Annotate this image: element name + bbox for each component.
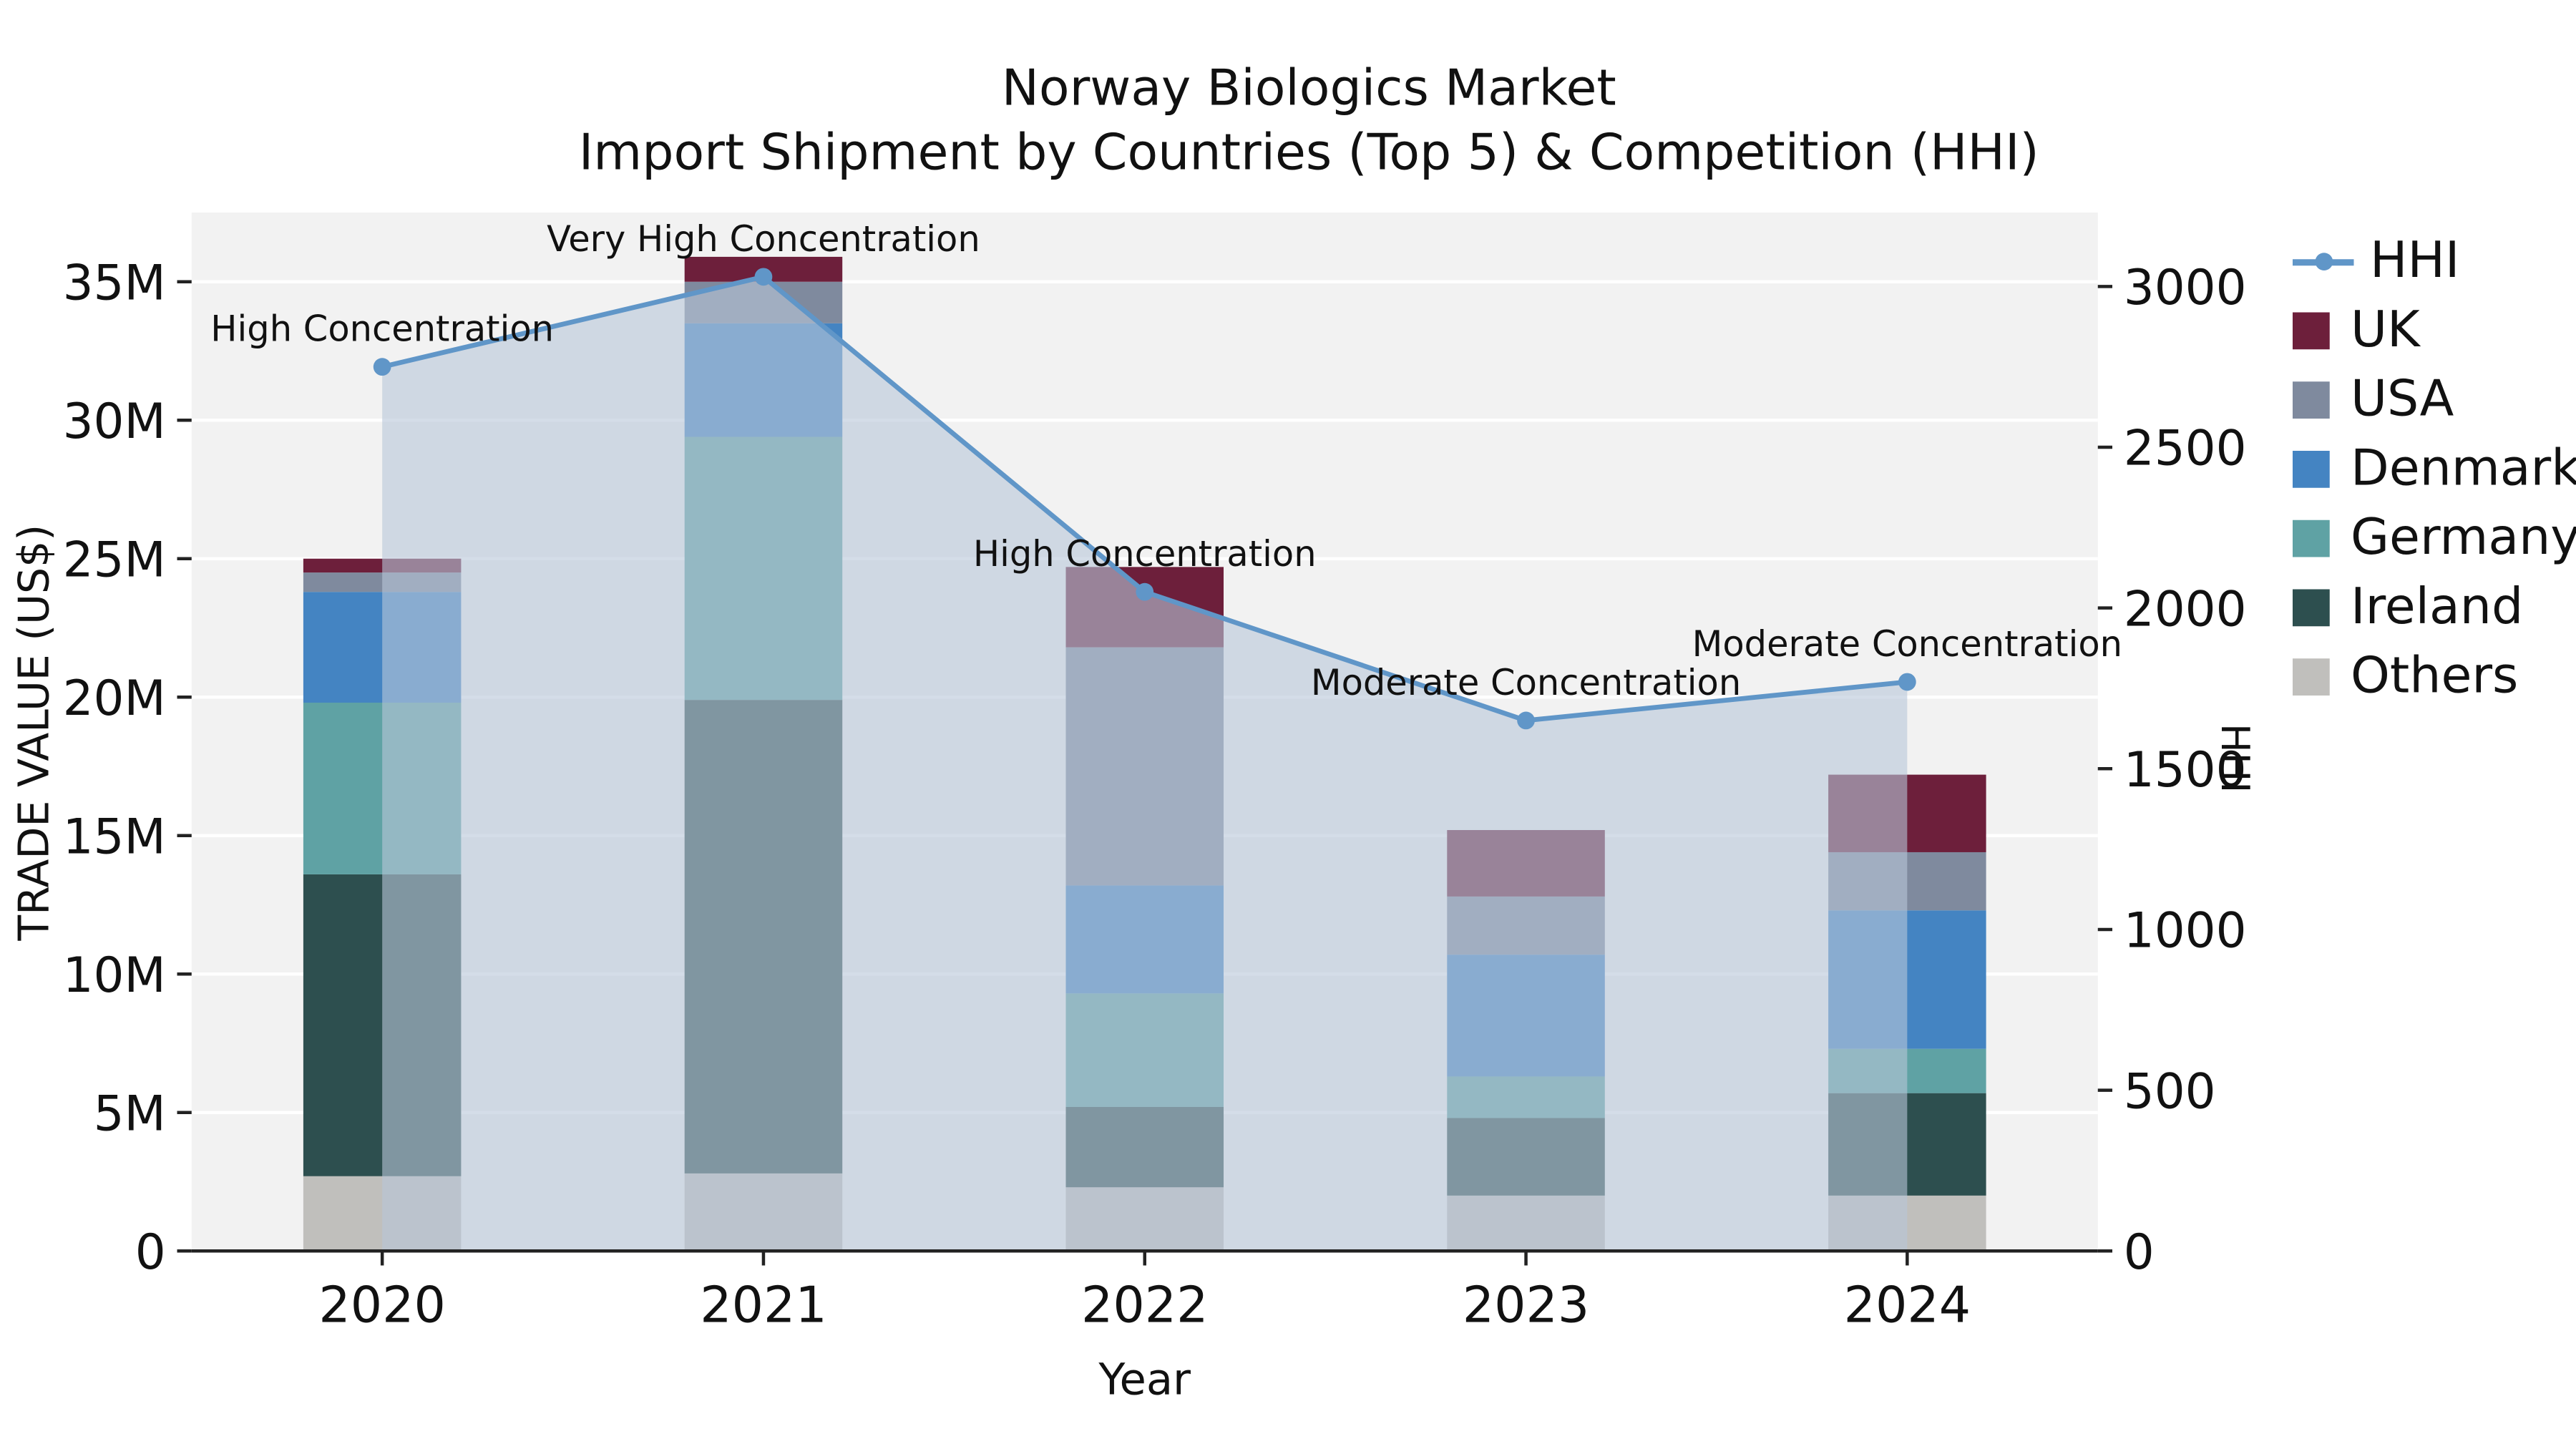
y2-tick-label-1500: 1500 [2124, 741, 2247, 798]
hhi-marker-2021 [754, 268, 773, 286]
legend: HHI UK USA Denmark Germany Ireland Others [2293, 232, 2576, 706]
y-tick-label-20M: 20M [63, 670, 166, 726]
annotation-2023: Moderate Concentration [1311, 662, 1741, 703]
legend-item-denmark[interactable]: Denmark [2293, 439, 2576, 497]
y-tick-label-25M: 25M [63, 532, 166, 588]
x-tick-label-2020: 2020 [318, 1276, 446, 1334]
legend-item-usa[interactable]: USA [2293, 371, 2576, 429]
y-tick-label-5M: 5M [94, 1085, 166, 1142]
y-tick-label-10M: 10M [63, 947, 166, 1003]
annotation-2022: High Concentration [973, 533, 1317, 575]
y2-tick-label-0: 0 [2124, 1224, 2155, 1280]
y2-tick-label-3000: 3000 [2124, 259, 2247, 316]
hhi-marker-2023 [1517, 711, 1535, 730]
legend-label: Ireland [2351, 577, 2524, 636]
legend-swatch [2293, 658, 2330, 695]
hhi-marker-2020 [373, 358, 391, 376]
legend-swatch [2293, 449, 2330, 487]
legend-line-swatch [2293, 243, 2354, 280]
y2-axis-label: HHI [2212, 723, 2258, 794]
hhi-marker-2024 [1898, 673, 1916, 691]
y2-tick-label-500: 500 [2124, 1063, 2216, 1119]
y-tick-label-15M: 15M [63, 809, 166, 865]
legend-swatch [2293, 519, 2330, 557]
legend-label: USA [2351, 370, 2454, 429]
y-tick-label-0: 0 [135, 1224, 166, 1280]
legend-label: HHI [2370, 232, 2460, 290]
y2-tick-label-2500: 2500 [2124, 420, 2247, 477]
y-tick-label-35M: 35M [63, 255, 166, 311]
chart-title: Norway Biologics Market Import Shipment … [0, 58, 2576, 186]
x-tick-label-2024: 2024 [1844, 1276, 1971, 1334]
chart-title-line1: Norway Biologics Market [1001, 59, 1616, 118]
legend-swatch [2293, 588, 2330, 626]
legend-label: Germany [2351, 509, 2576, 567]
y-axis-label: TRADE VALUE (US$) [11, 524, 60, 941]
legend-label: Denmark [2351, 439, 2576, 498]
legend-label: Others [2351, 647, 2519, 706]
x-tick-label-2023: 2023 [1463, 1276, 1590, 1334]
annotation-2020: High Concentration [210, 308, 554, 350]
y2-tick-label-2000: 2000 [2124, 580, 2247, 637]
legend-item-ireland[interactable]: Ireland [2293, 577, 2576, 636]
hhi-area [382, 276, 1908, 1252]
annotation-2021: Very High Concentration [547, 218, 980, 260]
legend-item-uk[interactable]: UK [2293, 301, 2576, 359]
x-tick-label-2022: 2022 [1081, 1276, 1209, 1334]
legend-swatch [2293, 381, 2330, 418]
legend-item-germany[interactable]: Germany [2293, 509, 2576, 567]
y-tick-label-30M: 30M [63, 393, 166, 449]
hhi-marker-2022 [1136, 582, 1154, 601]
x-axis-label: Year [1098, 1355, 1191, 1406]
legend-swatch [2293, 311, 2330, 349]
legend-label: UK [2351, 301, 2420, 359]
y2-tick-label-1000: 1000 [2124, 902, 2247, 959]
chart-title-line2: Import Shipment by Countries (Top 5) & C… [578, 123, 2039, 182]
annotation-2024: Moderate Concentration [1692, 623, 2122, 665]
legend-item-hhi[interactable]: HHI [2293, 232, 2576, 290]
x-tick-label-2021: 2021 [700, 1276, 827, 1334]
legend-item-others[interactable]: Others [2293, 648, 2576, 706]
